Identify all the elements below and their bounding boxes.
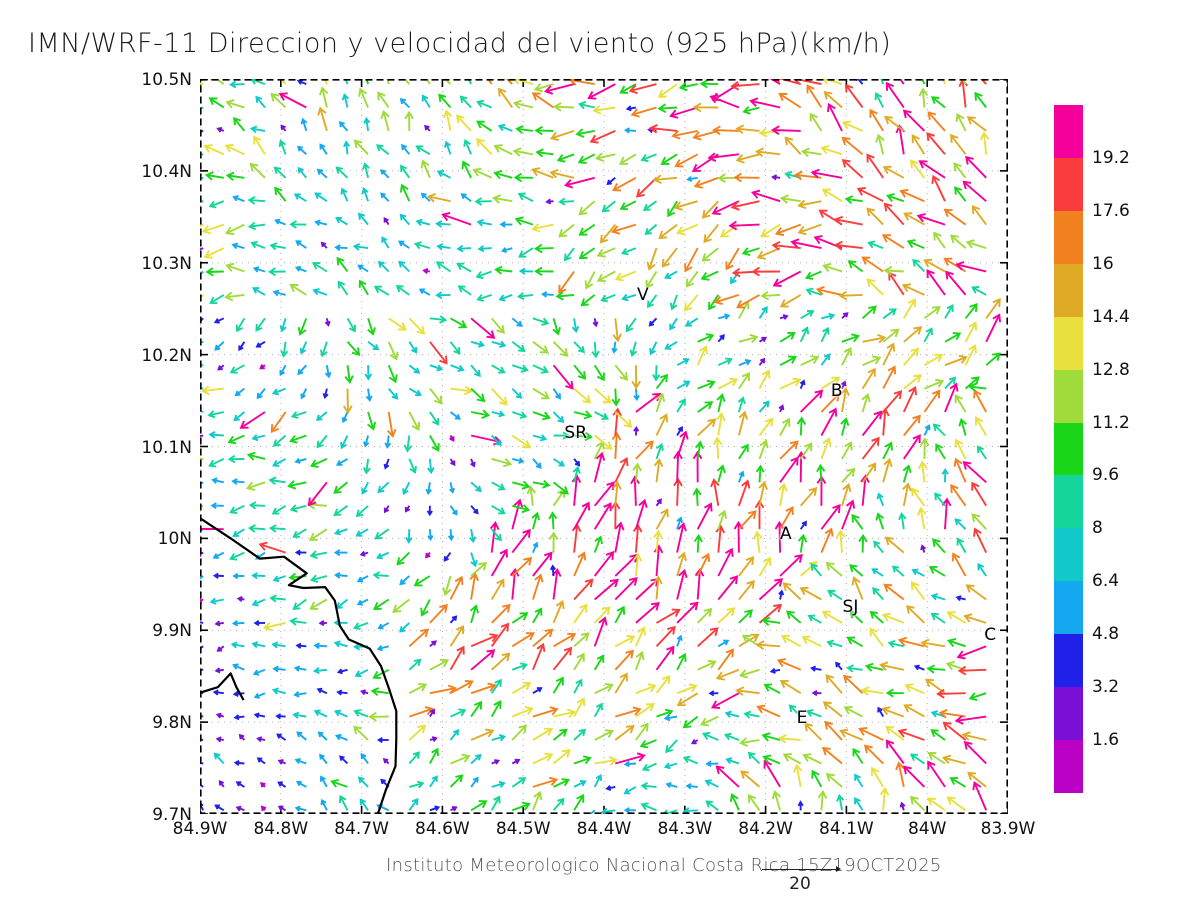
x-axis-tick-label: 84.4W bbox=[576, 819, 632, 839]
wind-vector-plot[interactable]: V SR B A SJ C E bbox=[200, 79, 1008, 814]
colorbar-tick-label: 14.4 bbox=[1092, 306, 1130, 327]
y-axis-tick-label: 9.9N bbox=[152, 621, 192, 642]
y-axis-tick-label: 10.4N bbox=[141, 161, 192, 182]
colorbar-tick-label: 17.6 bbox=[1092, 200, 1130, 221]
x-axis-tick-label: 84.1W bbox=[819, 819, 874, 839]
reference-vector-label: 20 bbox=[789, 874, 811, 894]
y-axis-tick-label: 10.2N bbox=[141, 345, 192, 366]
y-axis-tick-label: 10N bbox=[157, 529, 192, 550]
colorbar-swatch bbox=[1054, 369, 1083, 423]
colorbar-tick-label: 8 bbox=[1092, 518, 1103, 539]
x-axis-tick-label: 84.7W bbox=[334, 819, 389, 839]
x-axis-tick-label: 84.9W bbox=[172, 819, 228, 839]
x-axis-tick-label: 83.9W bbox=[980, 819, 1036, 839]
reference-vector-line bbox=[762, 869, 839, 870]
colorbar-swatch bbox=[1054, 581, 1083, 635]
colorbar-tick-label: 11.2 bbox=[1092, 412, 1130, 433]
colorbar-swatch bbox=[1054, 263, 1083, 317]
colorbar-tick-label: 9.6 bbox=[1092, 465, 1120, 486]
coastline-overlay bbox=[200, 517, 398, 814]
colorbar-tick-label: 4.8 bbox=[1092, 624, 1120, 645]
colorbar-tick-label: 12.8 bbox=[1092, 359, 1130, 380]
x-axis-tick-label: 84.2W bbox=[738, 819, 793, 839]
colorbar-swatch bbox=[1054, 740, 1083, 793]
x-axis-tick-label: 84.5W bbox=[495, 819, 551, 839]
x-axis-tick-label: 84.8W bbox=[253, 819, 309, 839]
colorbar-tick-label: 3.2 bbox=[1092, 677, 1120, 698]
colorbar-swatch bbox=[1054, 422, 1083, 476]
page-title: IMN/WRF-11 Direccion y velocidad del vie… bbox=[28, 28, 892, 59]
footer-text: Instituto Meteorologico Nacional Costa R… bbox=[386, 855, 942, 876]
colorbar-swatch bbox=[1054, 157, 1083, 211]
colorbar-tick-label: 6.4 bbox=[1092, 571, 1120, 592]
x-axis-tick-label: 84W bbox=[907, 819, 947, 839]
y-axis-tick-label: 10.3N bbox=[141, 253, 192, 274]
colorbar-tick-label: 19.2 bbox=[1092, 147, 1130, 168]
colorbar[interactable] bbox=[1054, 105, 1083, 793]
reference-vector-arrowhead bbox=[836, 866, 841, 872]
colorbar-swatch bbox=[1054, 105, 1083, 158]
colorbar-swatch bbox=[1054, 210, 1083, 264]
colorbar-swatch bbox=[1054, 475, 1083, 529]
x-axis-tick-label: 84.6W bbox=[415, 819, 470, 839]
colorbar-swatch bbox=[1054, 528, 1083, 582]
colorbar-tick-label: 16 bbox=[1092, 253, 1114, 274]
colorbar-swatch bbox=[1054, 316, 1083, 370]
y-axis-tick-label: 10.5N bbox=[141, 70, 192, 90]
y-axis-tick-label: 9.7N bbox=[152, 805, 192, 825]
colorbar-swatch bbox=[1054, 687, 1083, 741]
colorbar-tick-label: 1.6 bbox=[1092, 730, 1120, 751]
colorbar-swatch bbox=[1054, 634, 1083, 688]
y-axis-tick-label: 10.1N bbox=[141, 437, 192, 458]
x-axis-tick-label: 84.3W bbox=[657, 819, 713, 839]
y-axis-tick-label: 9.8N bbox=[152, 713, 192, 734]
